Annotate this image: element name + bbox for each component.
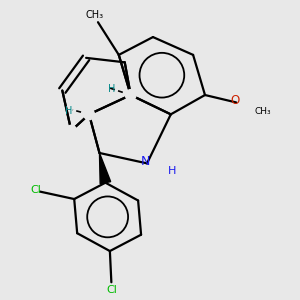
Text: O: O	[230, 94, 239, 107]
Text: H: H	[168, 166, 176, 176]
Circle shape	[84, 109, 94, 120]
Text: CH₃: CH₃	[86, 10, 104, 20]
Circle shape	[66, 125, 76, 136]
Polygon shape	[100, 153, 111, 184]
Text: H: H	[108, 84, 115, 94]
Text: CH₃: CH₃	[255, 107, 271, 116]
Text: H: H	[64, 106, 72, 116]
Circle shape	[125, 90, 136, 101]
Text: N: N	[141, 155, 150, 168]
Text: Cl: Cl	[30, 185, 41, 195]
Text: Cl: Cl	[106, 285, 117, 295]
